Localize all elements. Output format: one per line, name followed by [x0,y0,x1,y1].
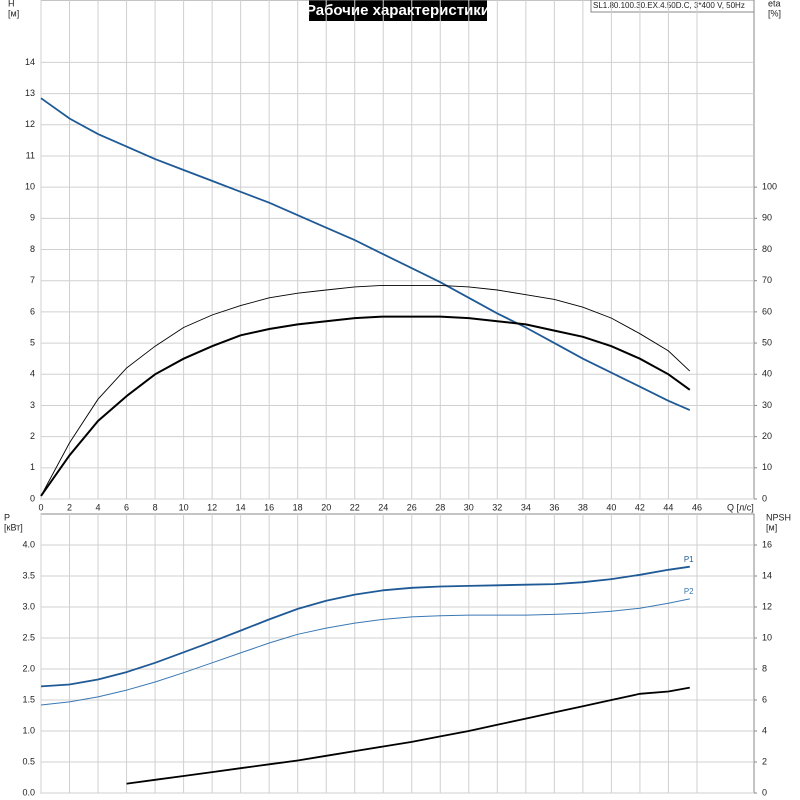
y2-tick-label: 100 [762,182,777,192]
x-tick-label: 2 [67,502,72,512]
x-tick-label: 42 [635,502,645,512]
y2-tick-label: 4 [762,725,767,735]
y-axis-label: [м] [8,8,19,18]
y2-tick-label: 12 [762,601,772,611]
y-tick-label: 10 [25,182,35,192]
y2-tick-label: 16 [762,539,772,549]
y2-tick-label: 8 [762,663,767,673]
y-tick-label: 3.0 [22,601,35,611]
y2-tick-label: 60 [762,306,772,316]
series-label: P1 [684,555,694,564]
y-tick-label: 2.5 [22,632,35,642]
x-tick-label: 40 [606,502,616,512]
x-tick-label: 36 [549,502,559,512]
y2-axis-label: NPSH [766,512,791,522]
plot-frame [40,513,755,794]
x-tick-label: 44 [663,502,673,512]
y-tick-label: 2 [30,431,35,441]
series-label: P2 [684,587,694,596]
chart-title: Рабочие характеристики [306,2,490,19]
y2-axis-label: [м] [766,522,777,532]
y2-tick-label: 2 [762,756,767,766]
x-tick-label: 0 [38,502,43,512]
x-tick-label: 10 [179,502,189,512]
y-tick-label: 1.5 [22,694,35,704]
y2-axis-label: [%] [768,8,781,18]
y2-tick-label: 6 [762,694,767,704]
y-tick-label: 2.0 [22,663,35,673]
y-tick-label: 6 [30,306,35,316]
y2-axis-label: eta [768,0,781,8]
x-tick-label: 28 [435,502,445,512]
x-tick-label: 16 [264,502,274,512]
y-tick-label: 0 [30,493,35,503]
y2-tick-label: 14 [762,570,772,580]
y2-tick-label: 80 [762,244,772,254]
y-tick-label: 8 [30,244,35,254]
y-tick-label: 3.5 [22,570,35,580]
x-tick-label: 20 [321,502,331,512]
series-line [40,97,691,411]
y-tick-label: 9 [30,213,35,223]
x-tick-label: 46 [692,502,702,512]
series-line [40,565,690,688]
y-tick-label: 1.0 [22,725,35,735]
y2-tick-label: 50 [762,337,772,347]
x-tick-label: 24 [378,502,388,512]
y2-tick-label: 70 [762,275,772,285]
x-tick-label: 30 [464,502,474,512]
y-tick-label: 4.0 [22,539,35,549]
x-tick-label: 34 [521,502,531,512]
y-tick-label: 0.0 [22,787,35,797]
y-tick-label: 11 [26,150,35,160]
y-tick-label: 3 [30,400,35,410]
y2-tick-label: 10 [762,462,772,472]
series-line [40,284,691,497]
y-tick-label: 5 [30,337,35,347]
x-tick-label: 38 [578,502,588,512]
y-tick-label: 14 [25,57,35,67]
y2-tick-label: 40 [762,369,772,379]
series-line [40,598,690,706]
y-tick-label: 12 [25,119,35,129]
x-tick-label: 8 [153,502,158,512]
y-axis-label: H [8,0,15,8]
x-tick-label: 32 [492,502,502,512]
x-axis-label: Q [л/с] [727,502,754,512]
y-tick-label: 0.5 [22,756,35,766]
y2-tick-label: 10 [762,632,772,642]
x-tick-label: 4 [96,502,101,512]
y-axis-label: P [4,512,10,522]
y2-tick-label: 0 [762,493,767,503]
y-tick-label: 1 [30,462,35,472]
title-box [309,0,487,21]
x-tick-label: 12 [207,502,217,512]
x-tick-label: 18 [293,502,303,512]
y-axis-label: [кВт] [4,522,23,532]
x-tick-label: 22 [350,502,360,512]
x-tick-label: 26 [407,502,417,512]
y-tick-label: 4 [30,369,35,379]
x-tick-label: 14 [236,502,246,512]
y2-tick-label: 30 [762,400,772,410]
y2-tick-label: 0 [762,787,767,797]
series-line [126,686,690,785]
y-tick-label: 13 [25,88,35,98]
y-tick-label: 7 [30,275,35,285]
series-line [40,315,691,497]
x-tick-label: 6 [124,502,129,512]
y2-tick-label: 90 [762,213,772,223]
y2-tick-label: 20 [762,431,772,441]
